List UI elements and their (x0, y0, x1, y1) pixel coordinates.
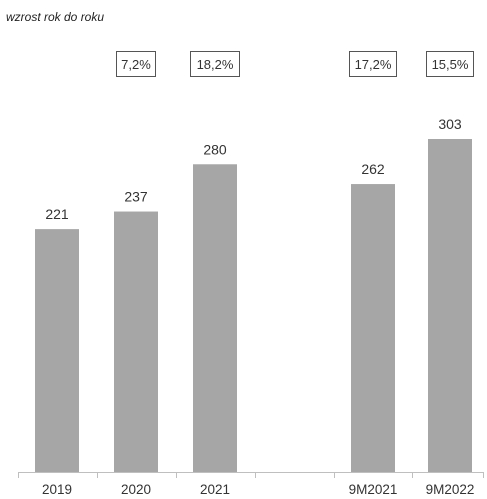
growth-label-9M2021: 17,2% (349, 51, 397, 77)
growth-label-9M2022: 15,5% (426, 51, 474, 77)
bar-2019 (35, 229, 79, 472)
bar-2021 (193, 164, 237, 472)
data-label-9M2021: 262 (361, 161, 385, 177)
data-label-2019: 221 (45, 206, 69, 222)
chart-subtitle: wzrost rok do roku (6, 10, 105, 24)
x-tick-label-9M2021: 9M2021 (349, 482, 398, 497)
bar-2020 (114, 211, 158, 472)
bar-9M2022 (428, 139, 472, 472)
x-tick-label-2021: 2021 (200, 482, 230, 497)
x-tick-label-2019: 2019 (42, 482, 72, 497)
bar-9M2021 (351, 184, 395, 473)
data-label-9M2022: 303 (438, 116, 462, 132)
x-tick-label-9M2022: 9M2022 (426, 482, 475, 497)
data-label-2021: 280 (203, 141, 227, 157)
growth-label-2020: 7,2% (116, 51, 156, 77)
growth-label-2021: 18,2% (190, 51, 240, 77)
data-label-2020: 237 (124, 189, 148, 205)
x-tick-label-2020: 2020 (121, 482, 151, 497)
